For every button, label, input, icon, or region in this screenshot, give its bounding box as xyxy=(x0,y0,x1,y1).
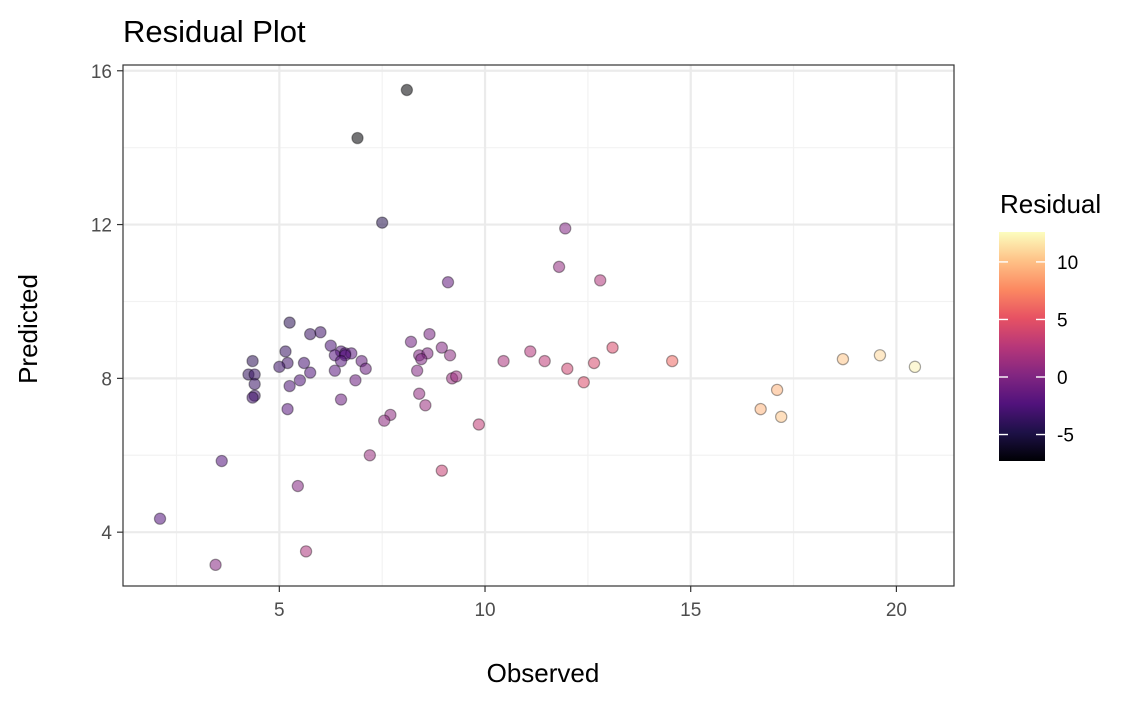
chart-title: Residual Plot xyxy=(123,14,306,49)
data-point xyxy=(836,352,850,366)
legend-title: Residual xyxy=(1000,189,1101,219)
data-point xyxy=(435,464,449,477)
data-point xyxy=(404,335,418,349)
data-point xyxy=(299,545,313,558)
data-point xyxy=(770,383,784,397)
y-tick-label: 16 xyxy=(91,62,112,83)
data-point xyxy=(246,354,259,368)
y-tick-label: 8 xyxy=(101,369,112,390)
data-point xyxy=(215,454,228,468)
data-point xyxy=(273,360,286,374)
data-point xyxy=(378,414,391,427)
data-point xyxy=(279,345,292,358)
data-point xyxy=(351,131,364,145)
x-axis-label: Observed xyxy=(487,658,600,688)
data-point xyxy=(314,326,327,339)
data-point xyxy=(594,274,607,287)
data-point xyxy=(441,276,455,289)
y-tick-label: 4 xyxy=(101,523,112,544)
data-point xyxy=(419,399,432,412)
data-point xyxy=(209,558,222,572)
data-point xyxy=(293,374,307,387)
data-point xyxy=(524,345,537,358)
data-point xyxy=(328,364,342,377)
data-point xyxy=(415,352,428,366)
data-point xyxy=(497,354,510,368)
data-point xyxy=(472,418,486,431)
x-tick-label: 15 xyxy=(680,600,701,621)
data-point xyxy=(297,356,311,370)
x-tick-label: 10 xyxy=(474,600,495,621)
data-point xyxy=(450,370,463,383)
axes: 5 10 15 20 4 8 12 16 xyxy=(91,62,907,621)
plot-panel-background xyxy=(123,65,954,586)
data-point xyxy=(283,316,296,329)
data-point xyxy=(435,341,449,354)
data-point xyxy=(246,391,259,404)
data-point xyxy=(423,327,436,341)
data-point xyxy=(561,362,574,375)
data-point xyxy=(754,402,767,416)
data-points xyxy=(153,83,922,572)
legend-tick-label: -5 xyxy=(1057,426,1074,447)
data-point xyxy=(775,410,788,424)
data-point xyxy=(283,379,296,393)
data-point xyxy=(538,354,551,368)
data-point xyxy=(363,449,377,462)
data-point xyxy=(324,339,337,352)
data-point xyxy=(303,366,317,379)
data-point xyxy=(281,402,294,416)
data-point xyxy=(552,260,566,274)
data-point xyxy=(577,376,590,389)
data-point xyxy=(873,349,887,362)
data-point xyxy=(400,83,414,97)
data-point xyxy=(248,377,261,391)
data-point xyxy=(606,341,619,354)
color-legend: Residual -5 0 5 10 xyxy=(999,189,1101,461)
x-tick-label: 5 xyxy=(274,600,285,621)
legend-tick-label: 10 xyxy=(1057,253,1078,274)
data-point xyxy=(303,327,317,341)
data-point xyxy=(375,216,389,229)
data-point xyxy=(153,512,167,525)
data-point xyxy=(334,393,348,406)
y-tick-label: 12 xyxy=(91,216,112,237)
legend-tick-label: 5 xyxy=(1057,310,1068,331)
data-point xyxy=(412,387,426,400)
data-point xyxy=(291,479,305,493)
data-point xyxy=(410,364,424,377)
data-point xyxy=(359,362,372,375)
plot-panel-border xyxy=(122,64,955,587)
legend-tick-label: 0 xyxy=(1057,368,1068,389)
data-point xyxy=(443,349,457,362)
y-axis-label: Predicted xyxy=(13,274,43,384)
grid-lines xyxy=(123,65,954,586)
data-point xyxy=(334,354,348,368)
data-point xyxy=(349,374,362,387)
data-point xyxy=(587,356,601,370)
data-point xyxy=(559,222,572,235)
legend-colorbar xyxy=(999,232,1045,461)
x-tick-label: 20 xyxy=(886,600,907,621)
data-point xyxy=(908,360,922,374)
data-point xyxy=(666,354,679,368)
